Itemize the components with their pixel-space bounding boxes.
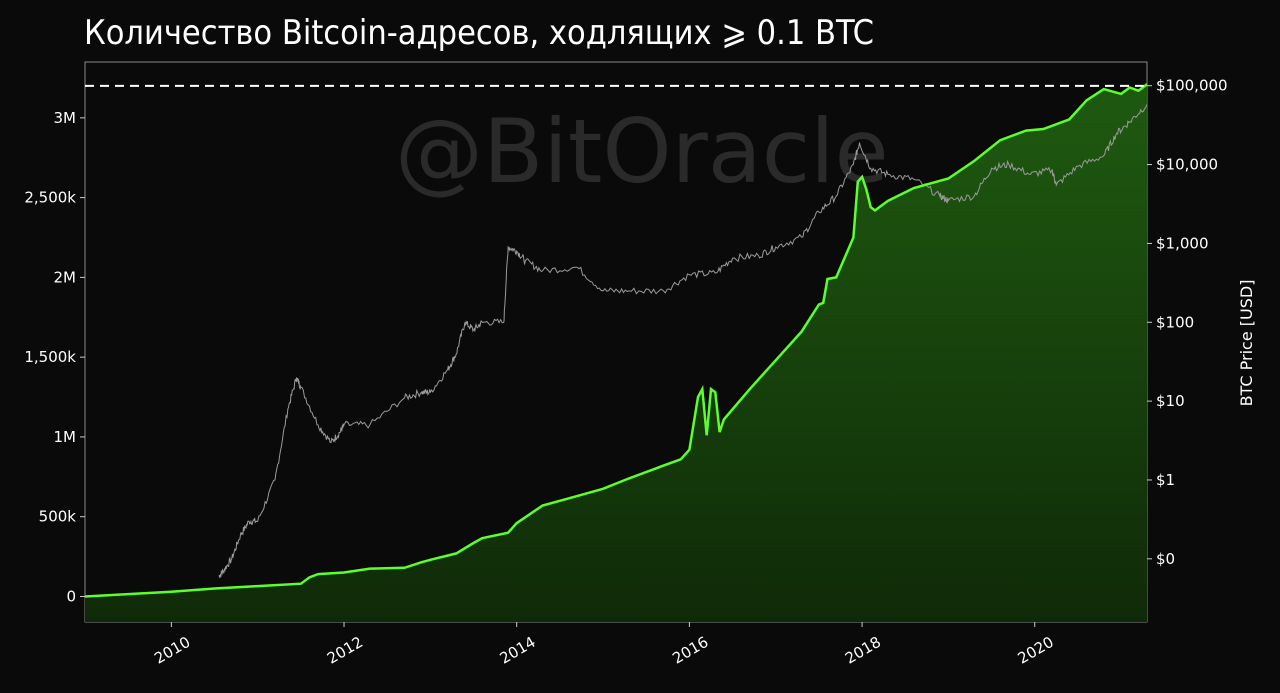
x-tick-label: 2014 [497,633,539,668]
x-tick-label: 2010 [151,633,193,668]
addresses-area [85,84,1147,622]
x-tick-label: 2020 [1015,633,1057,668]
y-left-tick-label: 0 [66,587,76,605]
y-left-tick-label: 500k [39,508,77,526]
y-axis-left: 0 500k 1M 1,500k 2M 2,500k 3M [24,109,85,605]
y-left-tick-label: 3M [54,109,77,127]
y-right-tick-label: $1,000 [1156,234,1209,252]
x-tick-label: 2012 [324,633,366,668]
y-right-tick-label: $0 [1156,550,1175,568]
x-tick-label: 2018 [842,633,884,668]
y-left-tick-label: 1M [54,428,77,446]
watermark: @BitOracle [395,100,889,203]
chart-title: Количество Bitcoin-адресов, ходлящих ⩾ 0… [84,13,874,53]
addresses-series-line [85,83,1147,598]
y-right-tick-label: $100 [1156,313,1194,331]
x-tick-label: 2016 [669,633,711,668]
x-axis: 2010 2012 2014 2016 2018 2020 [151,622,1057,668]
y-axis-right: $0 $1 $10 $100 $1,000 $10,000 $100,000 [1147,77,1228,568]
y-right-tick-label: $10 [1156,392,1185,410]
y-right-tick-label: $100,000 [1156,77,1228,95]
y-left-tick-label: 2,500k [24,189,76,207]
y-left-tick-label: 2M [54,268,77,286]
price-series-line [218,104,1147,579]
y-left-tick-label: 1,500k [24,348,76,366]
y-right-tick-label: $1 [1156,471,1175,489]
y-right-tick-label: $10,000 [1156,156,1218,174]
y-axis-right-label: BTC Price [USD] [1237,280,1256,407]
